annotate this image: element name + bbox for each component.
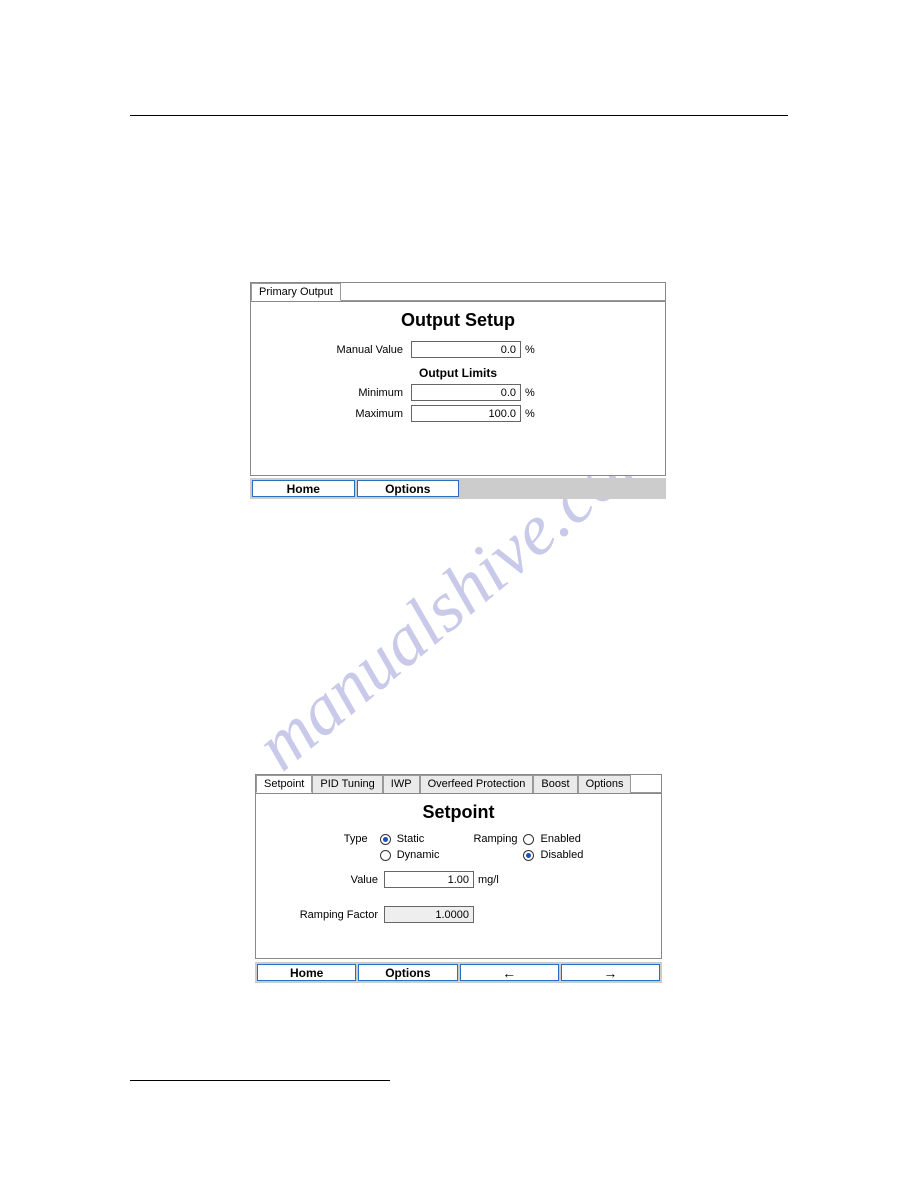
value-unit: mg/l [474, 874, 499, 886]
output-setup-tabs: Primary Output [251, 283, 665, 302]
tab-spacer [341, 283, 665, 301]
type-label: Type [334, 833, 374, 861]
minimum-unit: % [521, 387, 535, 399]
manual-value-input[interactable] [411, 341, 521, 358]
options-button[interactable]: Options [357, 480, 460, 497]
output-limits-heading: Output Limits [251, 366, 665, 380]
tab-options[interactable]: Options [578, 775, 632, 793]
minimum-input[interactable] [411, 384, 521, 401]
type-dynamic-label: Dynamic [397, 849, 440, 861]
ramping-disabled-option[interactable]: Disabled [523, 849, 583, 861]
maximum-label: Maximum [251, 408, 411, 420]
maximum-unit: % [521, 408, 535, 420]
output-setup-title: Output Setup [251, 310, 665, 331]
type-static-label: Static [397, 833, 425, 845]
radio-disabled-icon [523, 850, 534, 861]
footnote-rule [130, 1080, 390, 1081]
tab-setpoint[interactable]: Setpoint [256, 775, 312, 793]
empty-slot-2 [564, 480, 665, 497]
type-dynamic-option[interactable]: Dynamic [380, 849, 440, 861]
tab-primary-output[interactable]: Primary Output [251, 283, 341, 301]
home-button-2[interactable]: Home [257, 964, 356, 981]
output-setup-button-bar: Home Options [250, 478, 666, 499]
ramping-enabled-option[interactable]: Enabled [523, 833, 583, 845]
type-static-option[interactable]: Static [380, 833, 440, 845]
tab-iwp[interactable]: IWP [383, 775, 420, 793]
ramping-label: Ramping [469, 833, 517, 861]
setpoint-button-bar: Home Options ← → [255, 962, 662, 983]
minimum-label: Minimum [251, 387, 411, 399]
arrow-right-icon: → [603, 965, 617, 981]
forward-button[interactable]: → [561, 964, 660, 981]
ramping-enabled-label: Enabled [541, 833, 581, 845]
ramping-factor-input [384, 906, 474, 923]
empty-slot-1 [461, 480, 562, 497]
radio-enabled-icon [523, 834, 534, 845]
ramping-disabled-label: Disabled [541, 849, 584, 861]
back-button[interactable]: ← [460, 964, 559, 981]
setpoint-window: Setpoint PID Tuning IWP Overfeed Protect… [255, 774, 662, 959]
setpoint-title: Setpoint [256, 802, 661, 823]
setpoint-tabs: Setpoint PID Tuning IWP Overfeed Protect… [256, 775, 661, 794]
tab-spacer-2 [631, 775, 661, 793]
maximum-input[interactable] [411, 405, 521, 422]
value-label: Value [256, 874, 384, 886]
ramping-factor-label: Ramping Factor [256, 909, 384, 921]
tab-pid-tuning[interactable]: PID Tuning [312, 775, 382, 793]
page-top-rule [130, 115, 788, 116]
radio-static-icon [380, 834, 391, 845]
arrow-left-icon: ← [502, 965, 516, 981]
home-button[interactable]: Home [252, 480, 355, 497]
output-setup-window: Primary Output Output Setup Manual Value… [250, 282, 666, 476]
tab-boost[interactable]: Boost [533, 775, 577, 793]
manual-value-unit: % [521, 344, 535, 356]
tab-overfeed-protection[interactable]: Overfeed Protection [420, 775, 534, 793]
value-input[interactable] [384, 871, 474, 888]
radio-dynamic-icon [380, 850, 391, 861]
manual-value-label: Manual Value [251, 344, 411, 356]
options-button-2[interactable]: Options [358, 964, 457, 981]
